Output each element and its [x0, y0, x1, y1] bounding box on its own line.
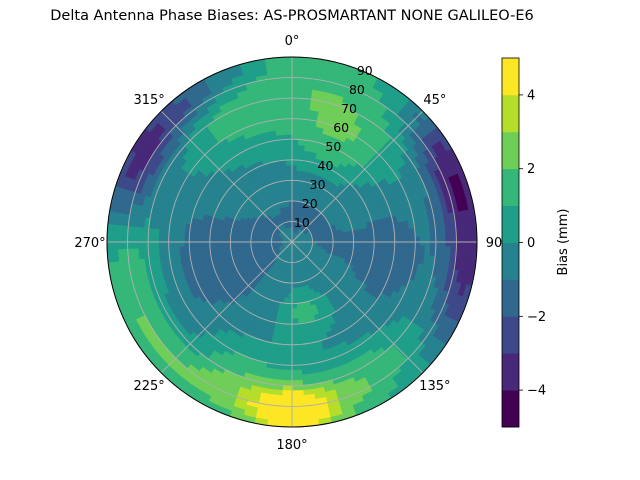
bias-cell	[475, 247, 477, 264]
radial-tick-label: 10	[294, 215, 310, 230]
bias-cell	[476, 234, 477, 250]
bias-cell	[475, 220, 477, 237]
angular-tick-label: 135°	[419, 379, 450, 394]
angular-tick-label: 0°	[285, 34, 300, 49]
colorbar-band	[502, 58, 519, 96]
chart-title: Delta Antenna Phase Biases: AS-PROSMARTA…	[50, 8, 534, 24]
radial-tick-label: 40	[318, 158, 334, 173]
colorbar-tick-label: 0	[527, 236, 535, 251]
colorbar-band	[502, 390, 519, 428]
colorbar-band	[502, 316, 519, 354]
colorbar-tick-label: −4	[527, 384, 546, 399]
radial-tick-label: 50	[325, 139, 341, 154]
colorbar-band	[502, 131, 519, 170]
radial-tick-label: 20	[302, 196, 318, 211]
colorbar-band	[502, 94, 519, 133]
angular-tick-label: 45°	[423, 93, 446, 108]
colorbar-band	[502, 279, 519, 317]
colorbar-tick-label: −2	[527, 310, 546, 325]
colorbar-band	[502, 353, 519, 391]
colorbar-band	[502, 205, 519, 243]
colorbar-band	[502, 242, 519, 280]
angular-tick-label: 180°	[276, 438, 307, 453]
colorbar: −4 −2 0 2 4 Bias (mm)	[501, 57, 571, 428]
colorbar-tick-label: 4	[527, 88, 535, 103]
radial-tick-label: 80	[349, 82, 365, 97]
radial-tick-label: 70	[341, 101, 357, 116]
bias-cell	[290, 57, 307, 59]
angular-tick-label: 225°	[133, 379, 164, 394]
colorbar-band	[502, 168, 519, 206]
angular-tick-label: 90	[486, 236, 503, 251]
radial-tick-label: 60	[333, 120, 349, 135]
colorbar-label: Bias (mm)	[556, 209, 571, 276]
colorbar-tick-label: 2	[527, 162, 535, 177]
radial-tick-label: 90	[357, 63, 373, 78]
radial-tick-label: 30	[310, 177, 326, 192]
angular-tick-label: 270°	[74, 236, 105, 251]
polar-grid	[106, 56, 478, 428]
angular-tick-label: 315°	[133, 93, 164, 108]
